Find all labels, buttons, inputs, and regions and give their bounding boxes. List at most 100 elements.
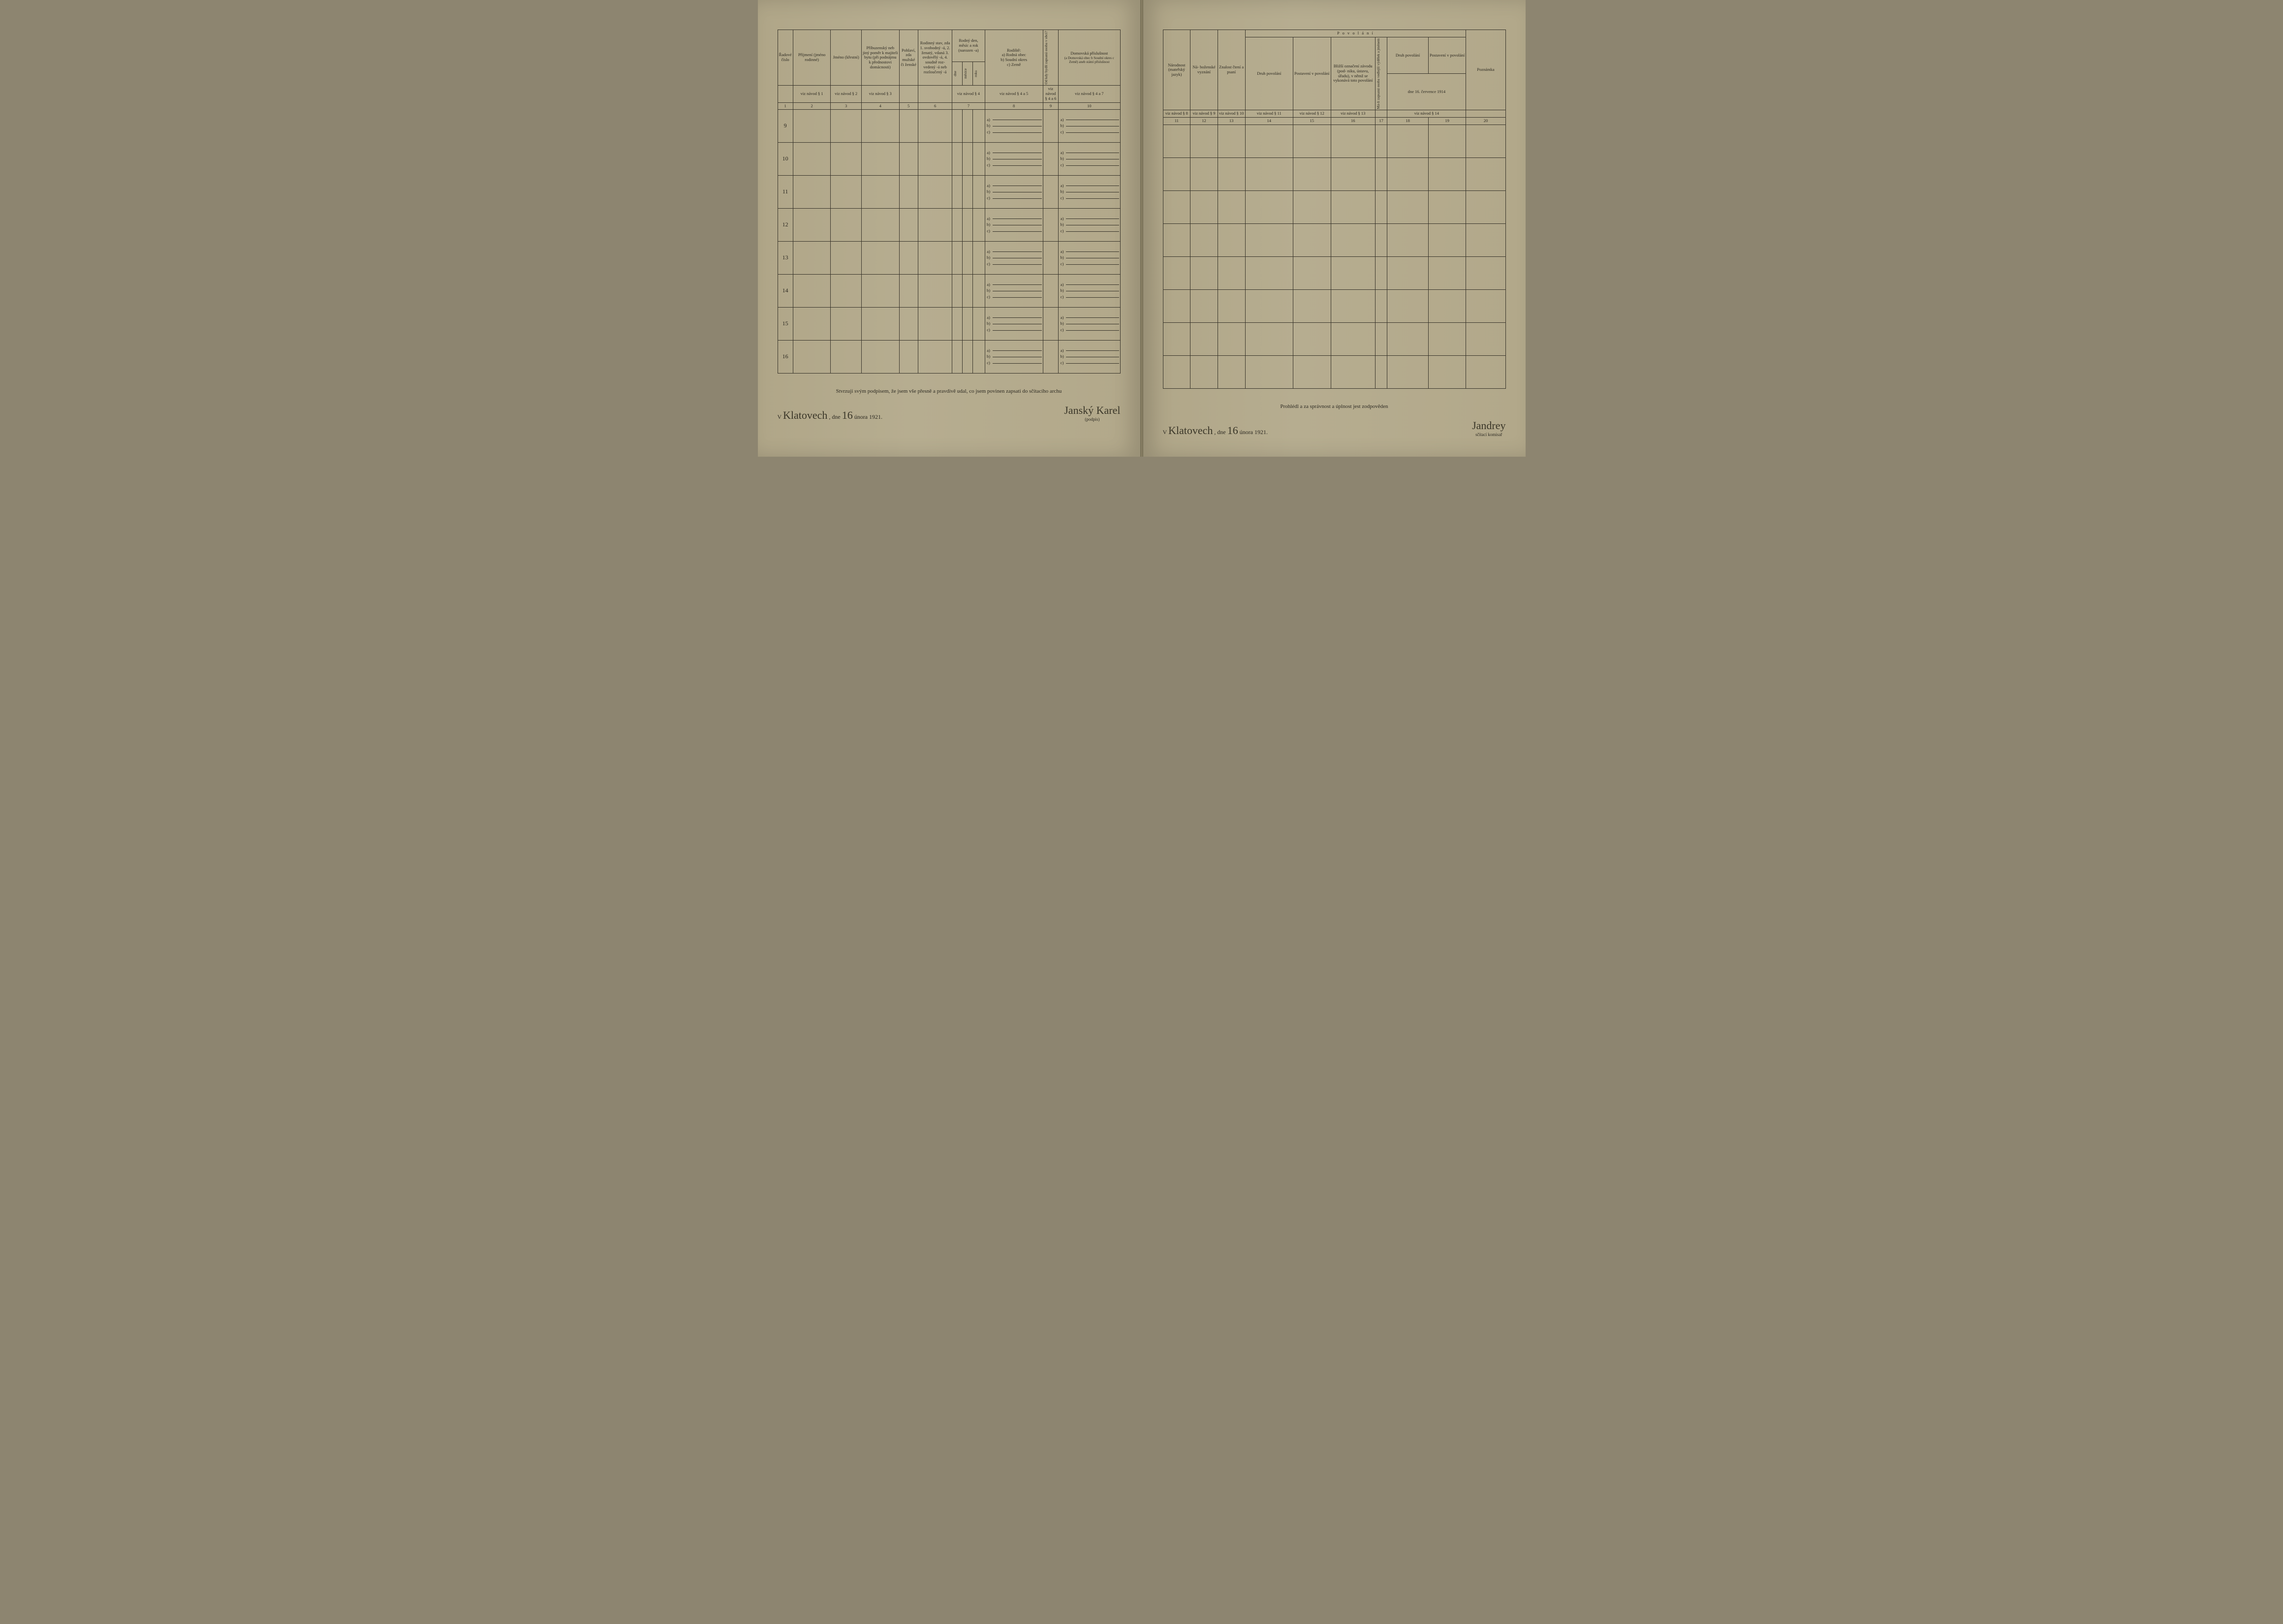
sub-cell: a)b)c)	[1059, 110, 1120, 143]
empty-cell	[1190, 125, 1218, 158]
empty-cell	[1466, 191, 1505, 224]
empty-cell	[918, 308, 952, 341]
date-cell	[963, 242, 973, 275]
h-c2: Příjmení (jméno rodinné)	[793, 30, 831, 86]
rnav-14: viz návod § 11	[1245, 110, 1293, 118]
empty-cell	[1293, 356, 1331, 389]
cn-3: 3	[831, 102, 862, 110]
empty-cell	[899, 242, 918, 275]
empty-cell	[1293, 257, 1331, 290]
sub-cell: a)b)c)	[985, 308, 1043, 341]
row-number: 12	[778, 209, 793, 242]
empty-cell	[899, 176, 918, 209]
row-number: 11	[778, 176, 793, 209]
empty-cell	[831, 143, 862, 176]
empty-cell	[1190, 158, 1218, 191]
empty-cell	[861, 176, 899, 209]
h-c6: Rodinný stav, zda 1. svobodný -á, 2. žen…	[918, 30, 952, 86]
empty-cell	[1428, 290, 1466, 323]
empty-cell	[1245, 158, 1293, 191]
empty-cell	[1428, 356, 1466, 389]
sub-cell: a)b)c)	[1059, 341, 1120, 374]
empty-cell	[1245, 224, 1293, 257]
nav-7: viz návod § 4	[952, 86, 985, 102]
empty-cell	[1375, 356, 1387, 389]
table-row	[1163, 158, 1505, 191]
empty-cell	[1043, 143, 1058, 176]
right-footer-text: Prohlédl a za správnost a úplnost jest z…	[1163, 404, 1506, 409]
rcn-13: 13	[1218, 118, 1245, 125]
empty-cell	[1218, 290, 1245, 323]
h-c8: Rodiště: a) Rodná obec b) Soudní okres c…	[985, 30, 1043, 86]
empty-cell	[1293, 125, 1331, 158]
date-cell	[952, 308, 963, 341]
r-header-row: Národnost (mateřský jazyk) Ná- boženské …	[1163, 30, 1505, 37]
rcn-14: 14	[1245, 118, 1293, 125]
empty-cell	[918, 209, 952, 242]
lp-my: února 1921.	[854, 413, 882, 420]
empty-cell	[1387, 356, 1429, 389]
date-cell	[952, 242, 963, 275]
date-cell	[973, 110, 985, 143]
empty-cell	[1043, 209, 1058, 242]
empty-cell	[1218, 191, 1245, 224]
cn-9: 9	[1043, 102, 1058, 110]
empty-cell	[1218, 356, 1245, 389]
cn-7: 7	[952, 102, 985, 110]
empty-cell	[1466, 290, 1505, 323]
date-cell	[963, 143, 973, 176]
cn-2: 2	[793, 102, 831, 110]
empty-cell	[1375, 125, 1387, 158]
h-c9: Od kdy bydlí zapsaná osoba v obci?	[1043, 30, 1058, 86]
right-footer: Prohlédl a za správnost a úplnost jest z…	[1163, 404, 1506, 437]
rp-dpref: , dne	[1214, 429, 1225, 436]
rcn-17: 17	[1375, 118, 1387, 125]
empty-cell	[1043, 110, 1058, 143]
rp-place: Klatovech	[1168, 424, 1213, 437]
sub-cell: a)b)c)	[985, 275, 1043, 308]
empty-cell	[1190, 290, 1218, 323]
nav-10: viz návod § 4 a 7	[1059, 86, 1120, 102]
r-navod-row: viz návod § 8 viz návod § 9 viz návod § …	[1163, 110, 1505, 118]
lp-sigsub: (podpis)	[1064, 417, 1120, 422]
left-sig-block: Janský Karel (podpis)	[1064, 404, 1120, 422]
empty-cell	[1293, 323, 1331, 356]
empty-cell	[1043, 275, 1058, 308]
empty-cell	[1428, 125, 1466, 158]
empty-cell	[861, 275, 899, 308]
date-cell	[952, 110, 963, 143]
empty-cell	[1245, 290, 1293, 323]
empty-cell	[793, 242, 831, 275]
rnav-11: viz návod § 8	[1163, 110, 1190, 118]
empty-cell	[1387, 323, 1429, 356]
empty-cell	[1331, 257, 1375, 290]
h-c9-rot: Od kdy bydlí zapsaná osoba v obci?	[1044, 31, 1049, 84]
empty-cell	[1331, 125, 1375, 158]
empty-cell	[1190, 323, 1218, 356]
empty-cell	[831, 209, 862, 242]
date-cell	[952, 176, 963, 209]
empty-cell	[899, 308, 918, 341]
nav-2: viz návod § 1	[793, 86, 831, 102]
h-c5: Pohlaví, zda mužské či ženské	[899, 30, 918, 86]
empty-cell	[1245, 356, 1293, 389]
empty-cell	[793, 176, 831, 209]
rp-sigsub: sčítací komisař	[1472, 432, 1505, 437]
date-cell	[963, 176, 973, 209]
date-cell	[973, 176, 985, 209]
empty-cell	[1387, 257, 1429, 290]
h-c10-t: Domovská příslušnost	[1060, 51, 1119, 56]
date-cell	[952, 341, 963, 374]
r-colnum-row: 11 12 13 14 15 16 17 18 19 20	[1163, 118, 1505, 125]
right-sigline: V Klatovech , dne 16 února 1921. Jandrey…	[1163, 419, 1506, 437]
h-c7a: dne	[952, 62, 963, 86]
empty-cell	[1331, 356, 1375, 389]
h-c17-rot: Má-li zapsaná osoba vedlejší výdělek a j…	[1376, 38, 1381, 109]
rcn-15: 15	[1293, 118, 1331, 125]
empty-cell	[831, 242, 862, 275]
empty-cell	[1043, 242, 1058, 275]
table-row: 15a)b)c)a)b)c)	[778, 308, 1120, 341]
empty-cell	[899, 143, 918, 176]
empty-cell	[1387, 224, 1429, 257]
empty-cell	[861, 308, 899, 341]
